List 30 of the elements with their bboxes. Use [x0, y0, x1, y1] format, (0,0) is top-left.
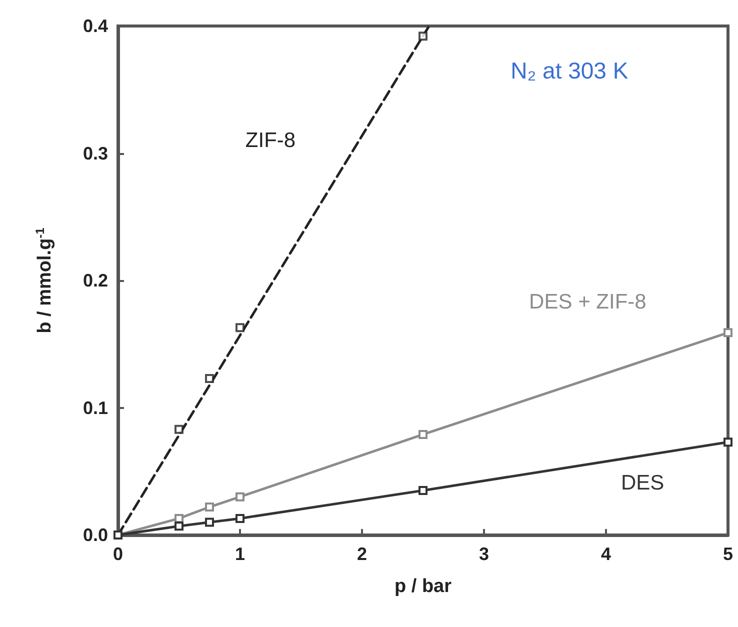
point	[205, 518, 214, 527]
x-axis-title: p / bar	[394, 576, 452, 597]
text: ZIF-8	[245, 129, 296, 152]
y-tick-label: 0.2	[82, 270, 108, 290]
y-tick-label: 0.1	[82, 398, 108, 418]
point	[418, 486, 428, 495]
x-tick-label: 3	[478, 544, 490, 564]
x-tick-label: 5	[722, 544, 734, 564]
point	[205, 502, 214, 512]
y-axis-title: b / mmol.g-1	[33, 227, 56, 334]
y-tick-label: 0.3	[82, 143, 108, 164]
y-tick-label: 0.0	[82, 525, 108, 545]
point	[724, 328, 732, 338]
x-tick-label: 1	[234, 544, 246, 564]
point	[236, 514, 244, 523]
point	[418, 430, 428, 439]
point	[174, 522, 184, 531]
x-tick-label: 0	[112, 544, 124, 564]
point	[418, 32, 428, 41]
point	[724, 438, 732, 447]
point	[236, 492, 244, 502]
annotation: N₂ at 303 K	[510, 58, 629, 84]
point	[205, 374, 214, 383]
point	[236, 323, 244, 332]
text: DES + ZIF-8	[529, 290, 646, 314]
point	[174, 424, 184, 434]
series-label: DES	[621, 471, 664, 494]
x-tick-label: 2	[356, 544, 368, 564]
y-tick-label: 0.4	[82, 16, 108, 36]
x-tick-label: 4	[600, 544, 612, 564]
